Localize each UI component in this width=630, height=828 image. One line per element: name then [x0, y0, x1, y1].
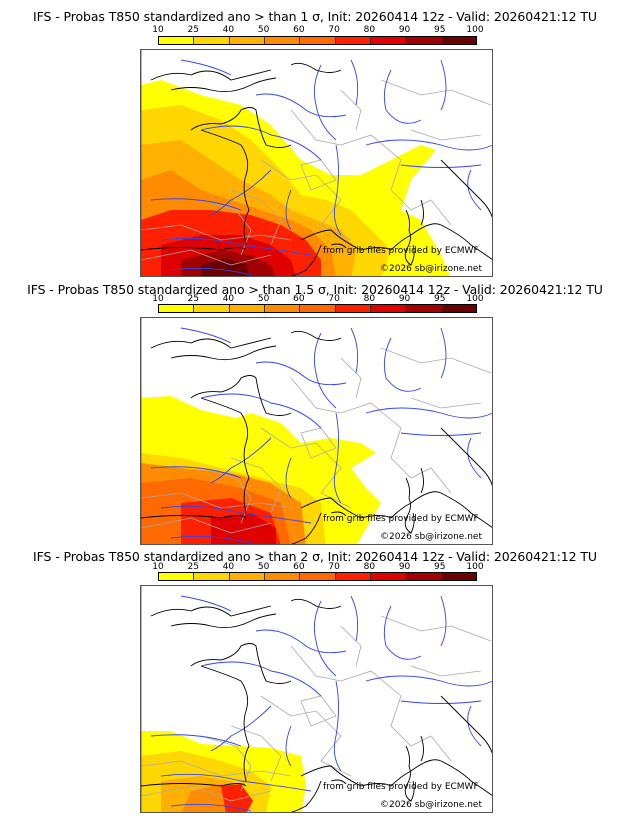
colorbar-segment [300, 305, 336, 312]
map-svg [141, 318, 492, 544]
colorbar-tick-label: 90 [398, 25, 411, 35]
colorbar-tick-label: 95 [434, 562, 446, 572]
colorbar-segment [335, 305, 371, 312]
colorbar-tick-label: 70 [328, 562, 340, 572]
colorbar-tick-label: 50 [257, 25, 270, 35]
colorbar-segment [441, 37, 476, 44]
colorbar-segment [300, 37, 336, 44]
colorbar-segment [194, 573, 230, 580]
copyright-credit: ©2026 sb@irizone.net [380, 532, 482, 542]
probability-contour [211, 513, 276, 544]
colorbar-tick-label: 100 [466, 294, 484, 304]
rivers-layer [141, 318, 492, 544]
probability-contour [201, 258, 251, 276]
colorbar-segment [229, 305, 265, 312]
colorbar-segment [406, 37, 442, 44]
source-credit: from grib files provided by ECMWF [323, 246, 479, 256]
colorbar-segment [194, 305, 230, 312]
source-credit: from grib files provided by ECMWF [323, 782, 479, 792]
borders-layer [141, 79, 492, 266]
panel-2: IFS - Probas T850 standardized ano > tha… [27, 282, 603, 545]
colorbar-segment [335, 573, 371, 580]
colorbar-tick-label: 95 [434, 294, 446, 304]
colorbar-tick-label: 10 [152, 294, 164, 304]
colorbar-ticks: 10 25 40 50 60 70 80 90 95 100 [152, 294, 483, 304]
colorbar-tick-label: 60 [293, 25, 305, 35]
coastline-layer [141, 330, 492, 544]
colorbar-tick-label: 60 [293, 562, 305, 572]
probability-contour [221, 784, 253, 812]
colorbar [158, 304, 477, 313]
colorbar-tick-label: 100 [466, 562, 484, 572]
colorbar-tick-label: 70 [328, 25, 340, 35]
colorbar-tick-label: 25 [187, 25, 199, 35]
colorbar-segment [264, 37, 301, 44]
colorbar-segment [335, 37, 371, 44]
colorbar-segment [229, 37, 265, 44]
colorbar-segment [159, 305, 195, 312]
colorbar-segment [264, 305, 301, 312]
colorbar-segment [406, 573, 442, 580]
colorbar [158, 36, 477, 45]
rivers-layer [141, 50, 492, 276]
colorbar-segment [194, 37, 230, 44]
colorbar-segment [370, 37, 407, 44]
colorbar-tick-label: 10 [152, 25, 164, 35]
colorbar-tick-label: 100 [466, 25, 484, 35]
colorbar-ticks: 10 25 40 50 60 70 80 90 95 100 [152, 562, 483, 572]
colorbar-tick-label: 10 [152, 562, 164, 572]
colorbar-tick-label: 60 [293, 294, 305, 304]
colorbar-segment [441, 305, 476, 312]
borders-layer [141, 615, 492, 802]
colorbar-tick-label: 40 [222, 25, 235, 35]
panel-title: IFS - Probas T850 standardized ano > tha… [27, 282, 603, 297]
colorbar-segment [229, 573, 265, 580]
colorbar-segment [159, 37, 195, 44]
colorbar-tick-label: 40 [222, 294, 235, 304]
panel-title: IFS - Probas T850 standardized ano > tha… [33, 9, 597, 24]
colorbar-segment [264, 573, 301, 580]
source-credit: from grib files provided by ECMWF [323, 514, 479, 524]
probability-map[interactable]: from grib files provided by ECMWF ©2026 s… [140, 49, 493, 277]
map-svg [141, 50, 492, 276]
colorbar-tick-label: 40 [222, 562, 235, 572]
coastline-layer [141, 598, 492, 812]
colorbar-tick-label: 70 [328, 294, 340, 304]
colorbar [158, 572, 477, 581]
copyright-credit: ©2026 sb@irizone.net [380, 264, 482, 274]
colorbar-tick-label: 80 [363, 25, 376, 35]
colorbar-tick-label: 80 [363, 562, 376, 572]
map-svg [141, 586, 492, 812]
colorbar-tick-label: 50 [257, 294, 270, 304]
colorbar-tick-label: 80 [363, 294, 376, 304]
colorbar-tick-label: 95 [434, 25, 446, 35]
probability-map[interactable]: from grib files provided by ECMWF ©2026 s… [140, 585, 493, 813]
colorbar-segment [300, 573, 336, 580]
borders-layer [141, 347, 492, 534]
panel-title: IFS - Probas T850 standardized ano > tha… [33, 549, 597, 564]
probability-field [141, 731, 306, 812]
colorbar-tick-label: 90 [398, 562, 411, 572]
colorbar-segment [441, 573, 476, 580]
colorbar-tick-label: 25 [187, 294, 199, 304]
panel-1: IFS - Probas T850 standardized ano > tha… [0, 0, 630, 280]
colorbar-segment [406, 305, 442, 312]
colorbar-ticks: 10 25 40 50 60 70 80 90 95 100 [152, 25, 483, 35]
coastline-layer [141, 62, 492, 276]
copyright-credit: ©2026 sb@irizone.net [380, 800, 482, 810]
colorbar-tick-label: 25 [187, 562, 199, 572]
colorbar-segment [159, 573, 195, 580]
probability-map[interactable]: from grib files provided by ECMWF ©2026 s… [140, 317, 493, 545]
colorbar-tick-label: 50 [257, 562, 270, 572]
rivers-layer [141, 586, 492, 812]
colorbar-tick-label: 90 [398, 294, 411, 304]
colorbar-segment [370, 305, 407, 312]
colorbar-segment [370, 573, 407, 580]
